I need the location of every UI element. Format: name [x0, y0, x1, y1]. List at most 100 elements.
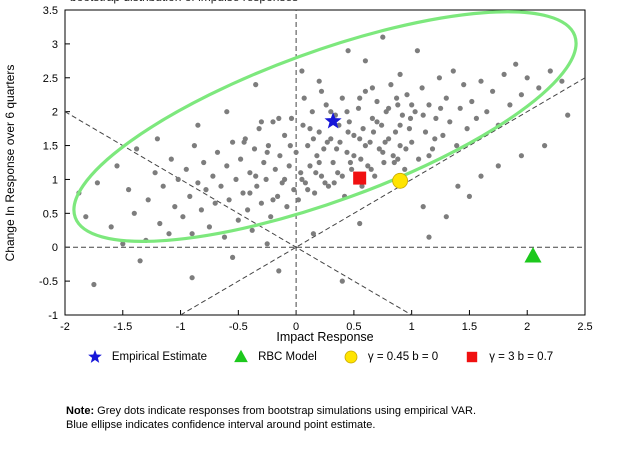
scatter-point	[316, 129, 322, 135]
scatter-point	[374, 98, 380, 105]
scatter-point	[381, 159, 387, 166]
legend-item-triangle: RBC Model	[231, 348, 317, 366]
scatter-point	[426, 153, 432, 159]
scatter-point	[264, 241, 270, 247]
scatter-point	[339, 95, 345, 101]
legend-item-circle: γ = 0.45 b = 0	[341, 348, 438, 366]
y-tick-label: 1	[52, 174, 58, 186]
scatter-point	[365, 163, 371, 169]
scatter-point	[305, 143, 311, 149]
scatter-point	[357, 95, 363, 101]
scatter-point	[286, 163, 292, 169]
scatter-point	[390, 153, 396, 159]
scatter-point	[314, 153, 320, 159]
scatter-point	[359, 183, 365, 189]
y-axis-label: Change In Response over 6 quarters	[3, 65, 17, 262]
scatter-point	[473, 115, 479, 121]
scatter-point	[469, 98, 475, 105]
scatter-point	[355, 105, 362, 111]
scatter-point	[189, 231, 195, 237]
scatter-point	[422, 129, 429, 135]
square-icon	[467, 351, 478, 363]
scatter-point	[394, 95, 400, 101]
scatter-point	[369, 115, 375, 121]
scatter-point	[404, 92, 410, 98]
marker-empirical-estimate	[324, 112, 342, 129]
scatter-point	[131, 210, 137, 216]
scatter-point	[433, 115, 439, 121]
legend-star-icon	[87, 349, 102, 363]
scatter-point	[406, 126, 412, 132]
scatter-point	[443, 95, 449, 101]
scatter-point	[454, 143, 460, 149]
scatter-point	[114, 163, 120, 169]
scatter-point	[369, 85, 375, 91]
scatter-point	[295, 197, 301, 203]
scatter-point	[388, 82, 394, 88]
scatter-point	[241, 139, 247, 145]
scatter-point	[321, 146, 327, 152]
scatter-point	[524, 75, 530, 81]
legend: Empirical Estimate RBC Model γ = 0.45 b = …	[0, 348, 638, 366]
scatter-point	[251, 146, 258, 152]
x-tick-label: 0.5	[346, 321, 361, 333]
scatter-point	[206, 224, 212, 230]
scatter-point	[307, 163, 313, 169]
scatter-point	[240, 190, 246, 196]
scatter-point	[370, 129, 377, 135]
scatter-point	[316, 159, 322, 166]
scatter-point	[402, 166, 408, 172]
scatter-point	[157, 220, 163, 227]
scatter-point	[501, 71, 507, 77]
scatter-point	[395, 102, 401, 108]
legend-circle-icon	[344, 350, 358, 364]
scatter-point	[420, 112, 426, 118]
scatter-point	[339, 173, 345, 179]
scatter-point	[302, 180, 308, 186]
scatter-point	[310, 136, 316, 142]
scatter-point	[261, 159, 267, 166]
scatter-point	[160, 183, 166, 189]
scatter-point	[270, 197, 276, 203]
y-tick-label: 0	[52, 242, 58, 254]
scatter-point	[299, 68, 305, 74]
scatter-point	[392, 129, 399, 135]
scatter-point	[346, 119, 352, 125]
scatter-point	[507, 102, 513, 108]
scatter-point	[495, 163, 501, 169]
scatter-point	[195, 122, 201, 128]
square-icon	[353, 171, 367, 185]
x-tick-label: -1.5	[113, 321, 132, 333]
scatter-point	[547, 68, 553, 74]
scatter-point	[407, 115, 414, 121]
scatter-point	[349, 166, 355, 172]
y-tick-label: -1	[48, 310, 58, 322]
reference-line-y-equals-x	[180, 77, 586, 316]
scatter-point	[307, 126, 313, 132]
scatter-point	[322, 180, 328, 186]
scatter-point	[258, 200, 264, 206]
triangle-icon	[234, 349, 248, 363]
scatter-point	[360, 126, 366, 132]
scatter-point	[212, 200, 218, 206]
scatter-point	[172, 204, 178, 210]
scatter-point	[108, 224, 114, 230]
scatter-point	[214, 149, 221, 155]
scatter-point	[414, 48, 420, 54]
legend-item-square: γ = 3 b = 0.7	[462, 348, 553, 366]
scatter-point	[450, 68, 456, 74]
scatter-point	[376, 146, 382, 152]
scatter-point	[426, 102, 432, 108]
legend-square-icon	[467, 351, 478, 363]
scatter-plot: -2 -1.5 -1 -0.5 0 0.5 1 1.5 2 2.5 -1 -0.5 0 0.5 1 1.5 2 2…	[3, 5, 593, 344]
scatter-point	[238, 156, 244, 162]
scatter-point	[461, 82, 467, 88]
scatter-point	[291, 187, 297, 193]
scatter-point	[331, 180, 337, 186]
marker-rbc-model	[524, 247, 542, 263]
scatter-point	[287, 143, 293, 149]
scatter-point	[288, 115, 295, 121]
scatter-point	[263, 176, 269, 182]
scatter-point	[484, 109, 490, 115]
note-prefix: Note:	[66, 405, 95, 417]
